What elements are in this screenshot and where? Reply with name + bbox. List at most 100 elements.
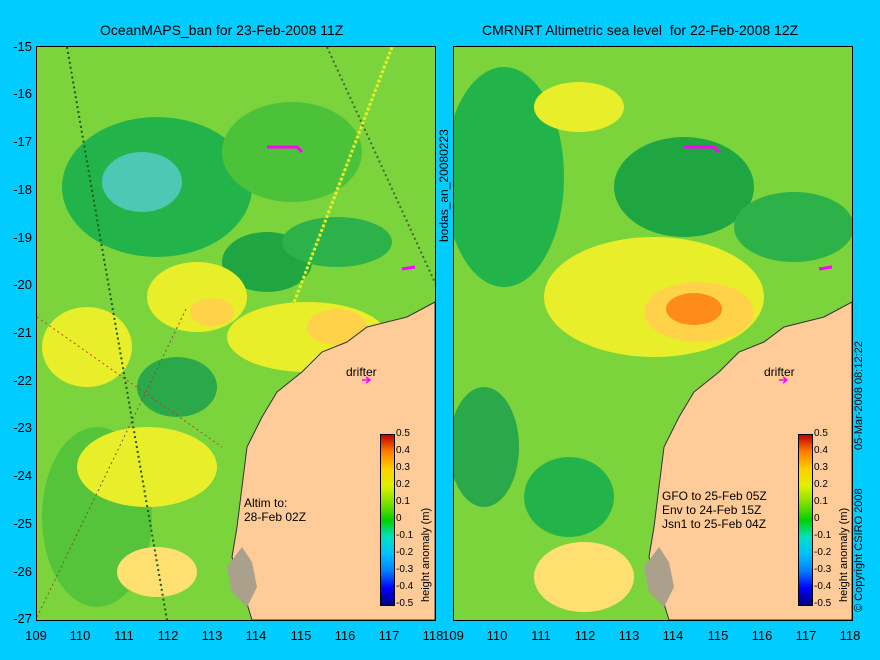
high-anomaly-region (77, 427, 217, 507)
colorbar-tick: 0.4 (396, 445, 410, 456)
colorbar-tick: 0.4 (814, 445, 828, 456)
high-anomaly-core (190, 298, 234, 326)
shark-bay (644, 547, 674, 607)
x-tick: 115 (707, 628, 729, 643)
y-tick: -18 (13, 182, 32, 197)
x-tick: 114 (245, 628, 267, 643)
drifter-track (818, 265, 833, 271)
x-tick: 113 (201, 628, 223, 643)
analysis-id-label: bodas_an_20080223 (437, 129, 451, 242)
drifter-track (684, 145, 721, 154)
right-panel-title: CMRNRT Altimetric sea level for 22-Feb-2… (482, 22, 799, 38)
x-tick: 115 (290, 628, 312, 643)
y-tick: -24 (13, 468, 32, 483)
colorbar-tick: -0.3 (396, 564, 414, 575)
right-map (454, 47, 852, 620)
low-anomaly-region (614, 137, 754, 237)
y-tick: -16 (13, 86, 32, 101)
colorbar-tick: -0.4 (396, 581, 414, 592)
low-anomaly-region (524, 457, 614, 537)
x-tick: 111 (114, 628, 134, 643)
drifter-label: drifter (764, 365, 795, 379)
colorbar (380, 434, 395, 606)
altimeter-track (37, 306, 188, 618)
low-anomaly-region (222, 102, 362, 202)
left-map-panel (36, 46, 436, 621)
drifter-label: drifter (346, 365, 377, 379)
x-tick: 116 (751, 628, 773, 643)
drifter-track (267, 145, 304, 154)
colorbar-tick: 0.5 (814, 428, 828, 439)
y-tick: -27 (13, 611, 32, 626)
low-anomaly-region (454, 387, 519, 507)
colorbar-tick: -0.5 (814, 598, 832, 609)
copyright-label: © Copyright CSIRO 2008 (853, 488, 865, 612)
colorbar-label: height anomaly (m) (420, 507, 432, 602)
shark-bay (227, 547, 257, 607)
x-tick: 117 (795, 628, 817, 643)
y-tick: -21 (13, 325, 32, 340)
colorbar-tick: 0.1 (814, 496, 828, 507)
x-tick: 118 (422, 628, 444, 643)
left-map (37, 47, 435, 620)
x-tick: 109 (25, 628, 47, 643)
x-tick: 114 (662, 628, 684, 643)
altimeter-track (66, 47, 168, 620)
low-anomaly-region (734, 192, 852, 262)
y-tick: -20 (13, 277, 32, 292)
altim-note-line: 28-Feb 02Z (244, 510, 307, 524)
right-map-panel (453, 46, 853, 621)
x-tick: 112 (157, 628, 179, 643)
colorbar-tick: -0.3 (814, 564, 832, 575)
high-anomaly-region (534, 82, 624, 132)
y-tick: -17 (13, 134, 32, 149)
colorbar-tick: 0.2 (396, 479, 410, 490)
x-tick: 113 (618, 628, 640, 643)
x-tick: 116 (334, 628, 356, 643)
y-tick: -19 (13, 230, 32, 245)
x-tick: 110 (486, 628, 508, 643)
left-panel-title: OceanMAPS_ban for 23-Feb-2008 11Z (100, 22, 344, 38)
low-anomaly-region (454, 67, 564, 287)
high-anomaly-region (42, 307, 132, 387)
x-tick: 111 (531, 628, 551, 643)
drifter-track (401, 265, 416, 271)
colorbar-tick: 0.2 (814, 479, 828, 490)
high-anomaly-region (117, 547, 197, 597)
y-tick: -15 (13, 39, 32, 54)
colorbar-tick: -0.1 (396, 530, 414, 541)
drifter-arrow-icon (779, 376, 789, 384)
satellite-note-line: GFO to 25-Feb 05Z (662, 489, 767, 503)
colorbar-tick: -0.2 (396, 547, 414, 558)
colorbar-tick: 0 (396, 513, 402, 524)
low-anomaly-region (137, 357, 217, 417)
colorbar (798, 434, 813, 606)
colorbar-label: height anomaly (m) (838, 507, 850, 602)
altim-note-line: Altim to: (244, 496, 288, 510)
colorbar-tick: 0.1 (396, 496, 410, 507)
x-tick: 112 (574, 628, 596, 643)
drifter-arrow-icon (362, 376, 372, 384)
x-tick: 109 (442, 628, 464, 643)
y-tick: -26 (13, 564, 32, 579)
satellite-note-line: Jsn1 to 25-Feb 04Z (662, 517, 767, 531)
high-anomaly-core (307, 309, 367, 345)
low-anomaly-core (102, 152, 182, 212)
x-tick: 117 (378, 628, 400, 643)
colorbar-tick: -0.2 (814, 547, 832, 558)
x-tick: 110 (69, 628, 91, 643)
colorbar-tick: 0.5 (396, 428, 410, 439)
colorbar-tick: 0 (814, 513, 820, 524)
y-tick: -22 (13, 373, 32, 388)
altimeter-track (275, 47, 394, 348)
altimeter-track (326, 47, 435, 286)
colorbar-tick: 0.3 (814, 462, 828, 473)
colorbar-tick: 0.3 (396, 462, 410, 473)
low-anomaly-region (282, 217, 392, 267)
high-anomaly-core (666, 293, 722, 325)
colorbar-tick: -0.4 (814, 581, 832, 592)
y-tick: -23 (13, 420, 32, 435)
colorbar-tick: -0.5 (396, 598, 414, 609)
high-anomaly-region (534, 542, 634, 612)
satellite-note-line: Env to 24-Feb 15Z (662, 503, 762, 517)
